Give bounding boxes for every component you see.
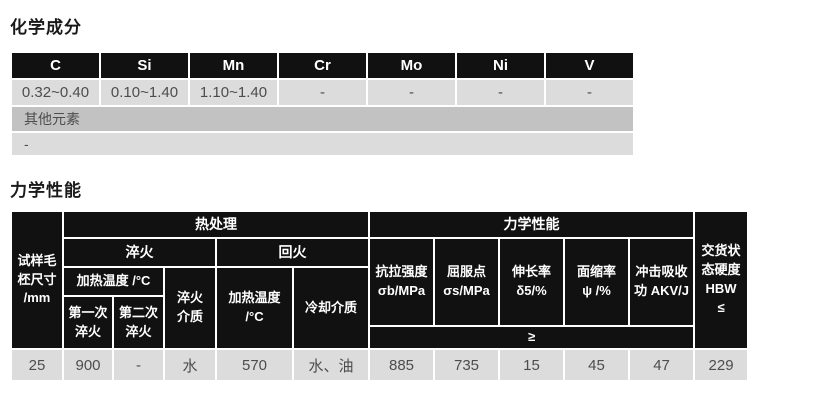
chem-header-v: V: [544, 51, 635, 80]
temper-heating-temp-header: 加热温度 /°C: [215, 266, 294, 350]
chem-value-v: -: [544, 78, 635, 107]
specimen-size-value: 25: [10, 348, 64, 382]
chem-value-si: 0.10~1.40: [99, 78, 190, 107]
chem-header-c: C: [10, 51, 101, 80]
yield-point-header: 屈服点 σs/MPa: [433, 237, 501, 327]
chem-header-si: Si: [99, 51, 190, 80]
chem-value-mn: 1.10~1.40: [188, 78, 279, 107]
section-title-chemical-composition: 化学成分: [10, 18, 82, 37]
chem-other-elements-row: 其他元素: [10, 105, 635, 133]
reduction-of-area-header: 面缩率 ψ /%: [563, 237, 631, 327]
cooling-medium-header: 冷却介质: [291, 266, 371, 350]
heat-treatment-header: 热处理: [61, 210, 371, 239]
yield-point-value: 735: [433, 348, 501, 382]
mechanical-properties-header: 力学性能: [368, 210, 696, 239]
impact-energy-value: 47: [628, 348, 696, 382]
chem-value-ni: -: [455, 78, 546, 107]
chem-header-mn: Mn: [188, 51, 279, 80]
quench-heating-temp-header: 加热温度 /°C: [62, 266, 165, 297]
greater-equal-symbol: ≥: [368, 325, 696, 350]
chem-value-cr: -: [277, 78, 368, 107]
mech-data-row: 25 900 - 水 570 水、油 885 735 15 45 47 229: [10, 348, 750, 382]
first-quench-temp: 900: [62, 348, 114, 382]
chem-value-mo: -: [366, 78, 457, 107]
quench-header: 淬火: [62, 237, 217, 268]
delivery-hardness-header: 交货状 态硬度 HBW ≤: [693, 210, 750, 350]
chem-header-ni: Ni: [455, 51, 546, 80]
other-elements-label: 其他元素: [10, 105, 635, 133]
chem-value-c: 0.32~0.40: [10, 78, 101, 107]
section-title-mechanical-properties: 力学性能: [10, 181, 82, 200]
tensile-strength-header: 抗拉强度 σb/MPa: [368, 237, 436, 327]
chem-header-cr: Cr: [277, 51, 368, 80]
temper-header: 回火: [214, 237, 371, 268]
mech-header-row-3: 加热温度 /°C 淬火 介质 加热温度 /°C 冷却介质: [11, 266, 748, 350]
chem-values-row: 0.32~0.40 0.10~1.40 1.10~1.40 - - - -: [10, 78, 635, 107]
elongation-header: 伸长率 δ5/%: [498, 237, 566, 327]
second-quench-temp: -: [112, 348, 165, 382]
reduction-value: 45: [563, 348, 631, 382]
quench-medium-value: 水: [163, 348, 217, 382]
elongation-value: 15: [498, 348, 566, 382]
temper-temp-value: 570: [215, 348, 294, 382]
tensile-strength-value: 885: [368, 348, 436, 382]
other-elements-value: -: [10, 131, 635, 157]
specimen-size-header: 试样毛 柸尺寸 /mm: [10, 210, 64, 350]
mech-header-row-1: 试样毛 柸尺寸 /mm 热处理 力学性能 交货状 态硬度 HBW ≤: [10, 210, 750, 350]
impact-energy-header: 冲击吸收 功 AKV/J: [628, 237, 696, 327]
delivery-hardness-value: 229: [693, 348, 750, 382]
cooling-medium-value: 水、油: [291, 348, 371, 382]
mech-gte-row: ≥: [11, 325, 748, 350]
quench-medium-header: 淬火 介质: [163, 266, 217, 350]
mech-header-row-4: 第一次 淬火 第二次 淬火: [11, 295, 748, 350]
chem-header-row: C Si Mn Cr Mo Ni V: [10, 51, 635, 80]
mechanical-properties-table: 试样毛 柸尺寸 /mm 热处理 力学性能 交货状 态硬度 HBW ≤ 淬火 回火…: [10, 210, 750, 382]
chemical-composition-table: C Si Mn Cr Mo Ni V 0.32~0.40 0.10~1.40 1…: [10, 51, 635, 157]
chem-other-elements-value-row: -: [10, 131, 635, 157]
chem-header-mo: Mo: [366, 51, 457, 80]
mech-header-row-2: 淬火 回火 抗拉强度 σb/MPa 屈服点 σs/MPa 伸长率 δ5/% 面缩…: [11, 237, 748, 327]
first-quench-header: 第一次 淬火: [62, 295, 114, 350]
second-quench-header: 第二次 淬火: [112, 295, 165, 350]
